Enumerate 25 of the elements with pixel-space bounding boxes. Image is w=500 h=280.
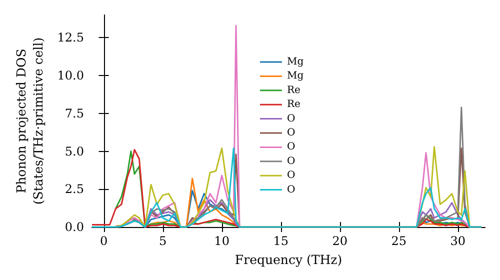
legend-label: Re bbox=[287, 99, 301, 110]
legend-label: Mg bbox=[287, 56, 304, 68]
x-tick-label: 0 bbox=[100, 234, 108, 248]
x-tick-label: 10 bbox=[214, 234, 230, 248]
y-tick-label: 0.0 bbox=[64, 220, 84, 234]
x-tick-label: 5 bbox=[158, 234, 167, 248]
y-tick-label: 12.5 bbox=[57, 30, 84, 45]
x-axis-title: Frequency (THz) bbox=[234, 252, 342, 267]
x-tick-label: 20 bbox=[332, 234, 348, 248]
legend-label: Re bbox=[287, 84, 301, 96]
legend-label: O bbox=[287, 142, 296, 153]
x-tick-label: 30 bbox=[450, 234, 466, 248]
y-tick-label: 5.0 bbox=[64, 144, 84, 158]
y-tick-label: 10.0 bbox=[57, 68, 84, 83]
legend-label: O bbox=[287, 113, 296, 124]
legend-label: O bbox=[287, 184, 296, 196]
legend-label: Mg bbox=[287, 70, 304, 82]
legend-label: O bbox=[287, 156, 296, 167]
y-axis-title: Phonon projected DOS (States/THz·primitive cell) bbox=[13, 37, 46, 205]
y-tick-label: 7.5 bbox=[64, 106, 84, 120]
y-tick-label: 2.5 bbox=[64, 182, 84, 196]
x-tick-label: 25 bbox=[391, 234, 406, 248]
legend-label: O bbox=[287, 128, 296, 138]
x-tick-label: 15 bbox=[273, 234, 288, 248]
legend-label: O bbox=[287, 170, 296, 182]
